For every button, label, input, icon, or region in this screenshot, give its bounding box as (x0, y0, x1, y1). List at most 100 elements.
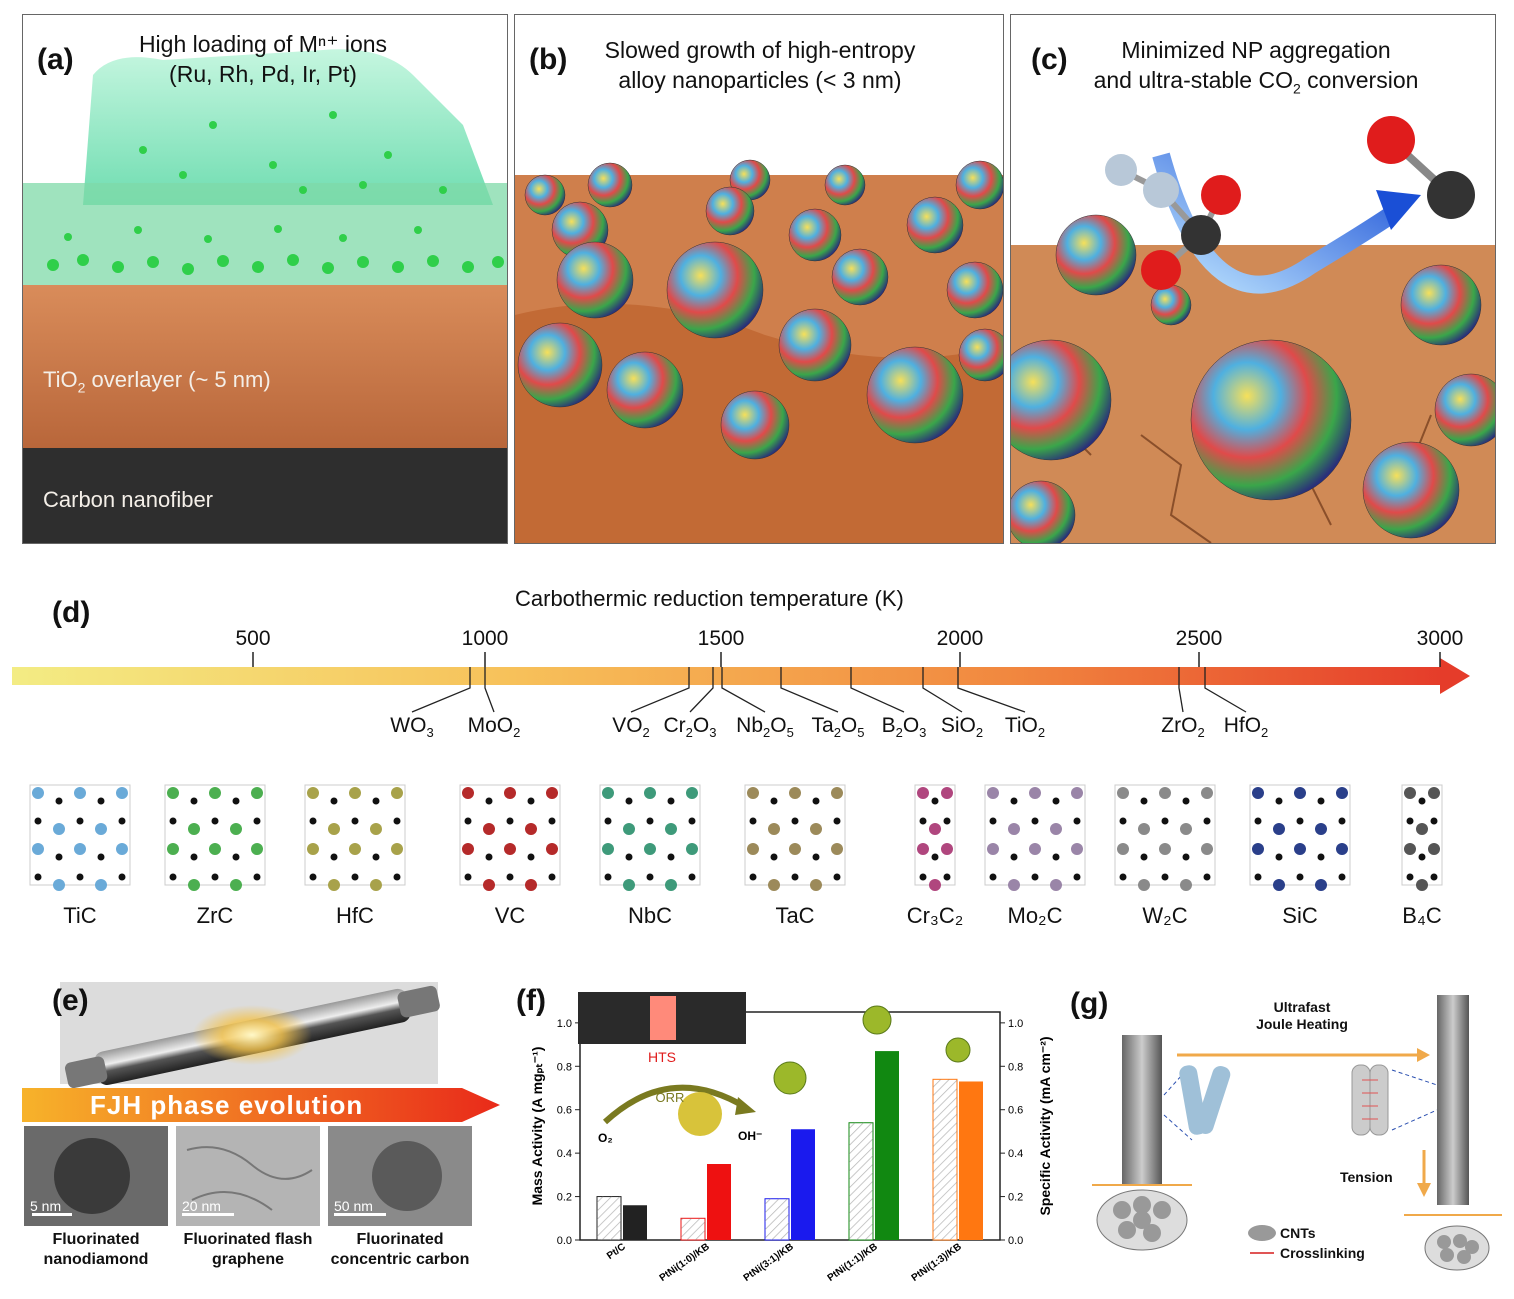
oxide-label-4: Nb2O5 (736, 714, 794, 741)
orr-label: ORR (656, 1090, 685, 1105)
y-right-tick-label-1: 0.2 (1008, 1192, 1023, 1204)
panel-b-title-line1: Slowed growth of high-entropy (604, 37, 916, 63)
oxide-leader-2 (630, 667, 690, 713)
tick-label-1000: 1000 (461, 627, 509, 650)
cnt-tubes-after (1351, 1064, 1389, 1136)
panel-e-label: (e) (52, 984, 89, 1017)
temperature-scale (12, 652, 1470, 713)
bar-group-0 (596, 1196, 647, 1241)
oxide-6-sub2: 3 (919, 725, 927, 741)
carbide-structure-7 (984, 784, 1086, 891)
particle-circle-center (678, 1092, 722, 1136)
carbide-label-9: SiC (1282, 903, 1318, 928)
y-right-tick-label-3: 0.6 (1008, 1105, 1023, 1117)
carbide-structure-4 (599, 784, 701, 891)
carbon-nanofiber-label: Carbon nanofiber (43, 487, 214, 512)
tem-caption-3-line1: Fluorinated (356, 1231, 444, 1248)
panel-a-title-line2: (Ru, Rh, Pd, Ir, Pt) (169, 61, 357, 87)
carbide-label-8: W₂C (1142, 903, 1188, 928)
cnt-fiber-after (1437, 995, 1469, 1205)
oxide-leader-9 (1178, 667, 1184, 713)
x-category-label-4: PtNi(1:3)/KB (910, 1241, 964, 1283)
tem-caption-1: Fluorinated nanodiamond (14, 1230, 178, 1270)
y-right-tick-label-0: 0.0 (1008, 1235, 1023, 1247)
oxide-2-sub: 2 (642, 725, 650, 741)
tem-caption-3-line2: concentric carbon (330, 1251, 470, 1268)
panel-b-illustration (515, 15, 1003, 543)
fjh-banner-arrow (22, 1088, 500, 1122)
tio2-sub: 2 (77, 379, 86, 396)
panel-c-title-line2a: and ultra-stable CO (1093, 67, 1293, 93)
carbide-label-3: VC (494, 903, 526, 928)
carbide-structure-10 (1401, 784, 1443, 891)
oxide-leader-3 (689, 667, 714, 713)
panel-c-title: Minimized NP aggregation and ultra-stabl… (1061, 35, 1451, 104)
panel-b: (b) Slowed growth of high-entropy alloy … (514, 14, 1004, 544)
oxide-leader-6 (850, 667, 905, 713)
y-right-tick-label-5: 1.0 (1008, 1018, 1023, 1030)
particle-icon-0 (773, 1061, 807, 1095)
panel-a: (a) High loading of Mⁿ⁺ ions (Ru, Rh, Pd… (22, 14, 508, 544)
panel-c-title-line1: Minimized NP aggregation (1121, 37, 1391, 63)
x-category-label-3: PtNi(1:1)/KB (826, 1241, 880, 1283)
oxide-leader-0 (411, 667, 471, 713)
tem-scale-3: 50 nm (334, 1198, 373, 1214)
specific-activity-bar-3 (875, 1051, 899, 1240)
tem-caption-1-line1: Fluorinated (52, 1231, 140, 1248)
panel-a-title-line1: High loading of Mⁿ⁺ ions (138, 31, 388, 57)
oxide-8-sub: 2 (1037, 725, 1046, 741)
oxide-1-sub: 2 (513, 725, 521, 741)
mass-activity-bar-hatch-3 (849, 1122, 873, 1240)
x-category-label-1: PtNi(1:0)/KB (658, 1241, 712, 1283)
y-left-tick-label-0: 0.0 (557, 1235, 572, 1247)
panel-b-title: Slowed growth of high-entropy alloy nano… (575, 35, 945, 95)
oxide-label-1: MoO2 (467, 714, 521, 741)
tick-label-3000: 3000 (1416, 627, 1464, 650)
panel-a-title: High loading of Mⁿ⁺ ions (Ru, Rh, Pd, Ir… (113, 29, 413, 89)
temperature-arrowhead (1440, 658, 1470, 694)
oxide-5-sub: 2 (833, 725, 841, 741)
oxide-leader-10 (1204, 667, 1247, 713)
y-left-tick-label-2: 0.4 (557, 1148, 572, 1160)
panel-g: (g) Ultrafast Joule Heating Tension CNTs… (1062, 985, 1502, 1280)
panel-d-label: (d) (52, 596, 91, 629)
temperature-axis-title: Carbothermic reduction temperature (K) (515, 586, 904, 611)
tem-scale-2: 20 nm (182, 1198, 221, 1214)
specific-activity-bar-2 (791, 1129, 815, 1240)
oxide-label-8: TiO2 (1004, 714, 1046, 741)
y-right-tick-label-2: 0.4 (1008, 1148, 1023, 1160)
panel-b-label: (b) (529, 43, 568, 76)
oxide-9-sub: 2 (1197, 725, 1205, 741)
particle-icon-2 (945, 1037, 971, 1063)
y-left-tick-label-1: 0.2 (557, 1192, 572, 1204)
panel-c-title-line2b: conversion (1300, 67, 1419, 93)
specific-activity-bar-0 (623, 1205, 647, 1240)
carbide-structure-8 (1114, 784, 1216, 891)
mass-activity-bar-hatch-4 (933, 1079, 957, 1240)
carbide-label-10: B₄C (1402, 903, 1442, 928)
joule-heating-line2: Joule Heating (1256, 1016, 1348, 1032)
oxide-0-sub: 3 (426, 725, 434, 741)
y-left-tick-label-4: 0.8 (557, 1061, 572, 1073)
orr-arrowhead (735, 1097, 756, 1115)
tick-label-2500: 2500 (1175, 627, 1223, 650)
cnt-fiber-before (1122, 1035, 1162, 1185)
carbide-structure-5 (744, 784, 846, 891)
carbide-label-7: Mo₂C (1007, 903, 1063, 928)
oxide-leader-1 (484, 667, 495, 713)
oh-label: OH⁻ (738, 1129, 762, 1143)
joule-heating-line1: Ultrafast (1273, 999, 1331, 1015)
panel-b-title-line2: alloy nanoparticles (< 3 nm) (618, 67, 902, 93)
x-category-label-2: PtNi(3:1)/KB (742, 1241, 796, 1283)
carbide-structure-6 (914, 784, 956, 891)
bar-group-1 (680, 1164, 731, 1241)
tem-caption-2: Fluorinated flash graphene (166, 1230, 330, 1270)
carbide-structures (29, 784, 1443, 891)
orr-arrow (602, 1084, 747, 1125)
panel-c-title-line2: and ultra-stable CO2 conversion (1061, 65, 1451, 104)
fjh-banner-text: FJH phase evolution (90, 1090, 364, 1120)
cnts-legend-label: CNTs (1280, 1225, 1316, 1241)
y-right-axis-label: Specific Activity (mA cm⁻²) (1037, 1036, 1053, 1215)
oxide-label-9: ZrO2 (1161, 714, 1205, 741)
carbide-label-1: ZrC (196, 903, 234, 928)
